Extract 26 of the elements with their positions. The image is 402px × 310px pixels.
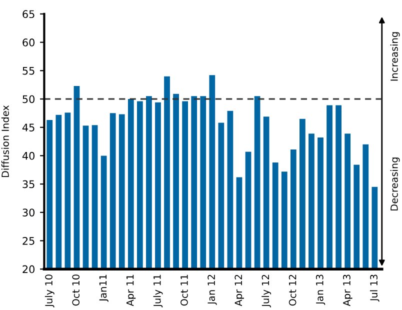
x-tick-label: Oct 12	[288, 274, 296, 306]
text: Increasing	[390, 32, 400, 81]
x-tick-label: Oct 11	[180, 274, 188, 306]
y-tick-label: 35	[22, 180, 34, 188]
y-tick-label: 40	[22, 152, 34, 160]
y-tick-label: 20	[22, 265, 34, 274]
y-tick-label: 50	[22, 95, 34, 104]
y-tick-label: 30	[22, 208, 34, 216]
y-tick-label: 45	[22, 124, 34, 132]
x-tick-label: July 12	[262, 274, 272, 308]
x-tick-label: Apr 13	[343, 274, 352, 306]
y-tick-label: 60	[22, 38, 34, 46]
text: Decreasing	[390, 158, 400, 210]
x-tick-label: July 10	[44, 274, 54, 308]
y-tick-label: 65	[22, 10, 34, 18]
y-tick-label: 55	[22, 67, 34, 75]
x-tick-label: Jul 13	[370, 274, 380, 302]
y-tick-label: 25	[22, 236, 34, 245]
x-tick-label: Jan 12	[208, 274, 217, 305]
x-tick-label: Oct 10	[72, 274, 80, 306]
y-axis-title: Diffusion Index	[1, 105, 9, 178]
x-tick-label: Apr 11	[126, 274, 136, 306]
x-tick-label: Jan 13	[316, 274, 326, 305]
x-tick-label: July 11	[153, 274, 163, 308]
x-tick-label: Jan11	[99, 274, 108, 302]
x-tick-label: Apr 12	[234, 274, 244, 306]
